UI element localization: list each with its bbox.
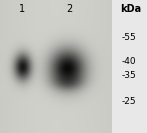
Text: -40: -40 [122,57,137,66]
Text: kDa: kDa [121,4,142,14]
Text: -55: -55 [122,33,137,42]
Text: 2: 2 [66,4,72,14]
Text: -25: -25 [122,97,137,106]
Text: 1: 1 [19,4,25,14]
Text: -35: -35 [122,71,137,80]
